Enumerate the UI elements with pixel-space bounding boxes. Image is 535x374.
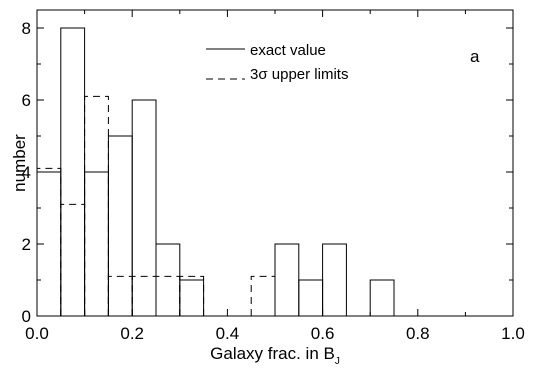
legend-label-exact: exact value [250, 42, 326, 59]
bar-exact-8 [298, 279, 324, 317]
x-tick-label-4: 0.8 [406, 324, 430, 343]
bar-exact-9 [322, 243, 347, 317]
y-tick-label-0: 0 [22, 307, 31, 326]
bar-exact-6 [179, 279, 205, 317]
panel-label: a [470, 47, 480, 66]
bar-upper-limit-0 [36, 167, 62, 316]
bar-exact-1 [60, 27, 86, 317]
x-tick-label-1: 0.2 [120, 324, 144, 343]
y-axis-title: number [10, 134, 29, 192]
y-tick-label-4: 8 [22, 19, 31, 38]
bar-exact-4 [131, 99, 157, 317]
x-axis-title-subscript: J [335, 356, 340, 367]
ticks-layer: 0.0 0.2 0.4 0.6 0.8 1.0 0 2 4 6 8 [22, 10, 525, 343]
legend: exact value 3σ upper limits [206, 42, 348, 83]
x-axis-title-main: Galaxy frac. in B [210, 344, 335, 363]
bar-upper-limit-7 [250, 275, 276, 316]
bar-exact-3 [107, 135, 133, 317]
y-tick-label-3: 6 [22, 91, 31, 110]
bar-upper-limit-6 [179, 275, 205, 316]
bar-upper-limit-5 [155, 275, 181, 316]
y-tick-label-1: 2 [22, 235, 31, 254]
bar-upper-limit-2 [84, 95, 109, 316]
bar-exact-2 [84, 171, 109, 317]
y-tick-label-2: 4 [22, 163, 31, 182]
bar-exact-10 [369, 279, 395, 317]
legend-label-upper-limits: 3σ upper limits [250, 66, 348, 83]
x-tick-label-2: 0.4 [216, 324, 240, 343]
x-tick-label-0: 0.0 [25, 324, 49, 343]
x-axis-title: Galaxy frac. in BJ [210, 344, 340, 367]
bar-upper-limit-3 [107, 275, 133, 316]
bar-exact-7 [274, 243, 300, 317]
bar-upper-limit-1 [60, 203, 86, 316]
x-tick-label-3: 0.6 [311, 324, 335, 343]
bar-exact-5 [155, 243, 181, 317]
x-tick-label-5: 1.0 [501, 324, 525, 343]
bar-upper-limit-4 [131, 275, 157, 316]
